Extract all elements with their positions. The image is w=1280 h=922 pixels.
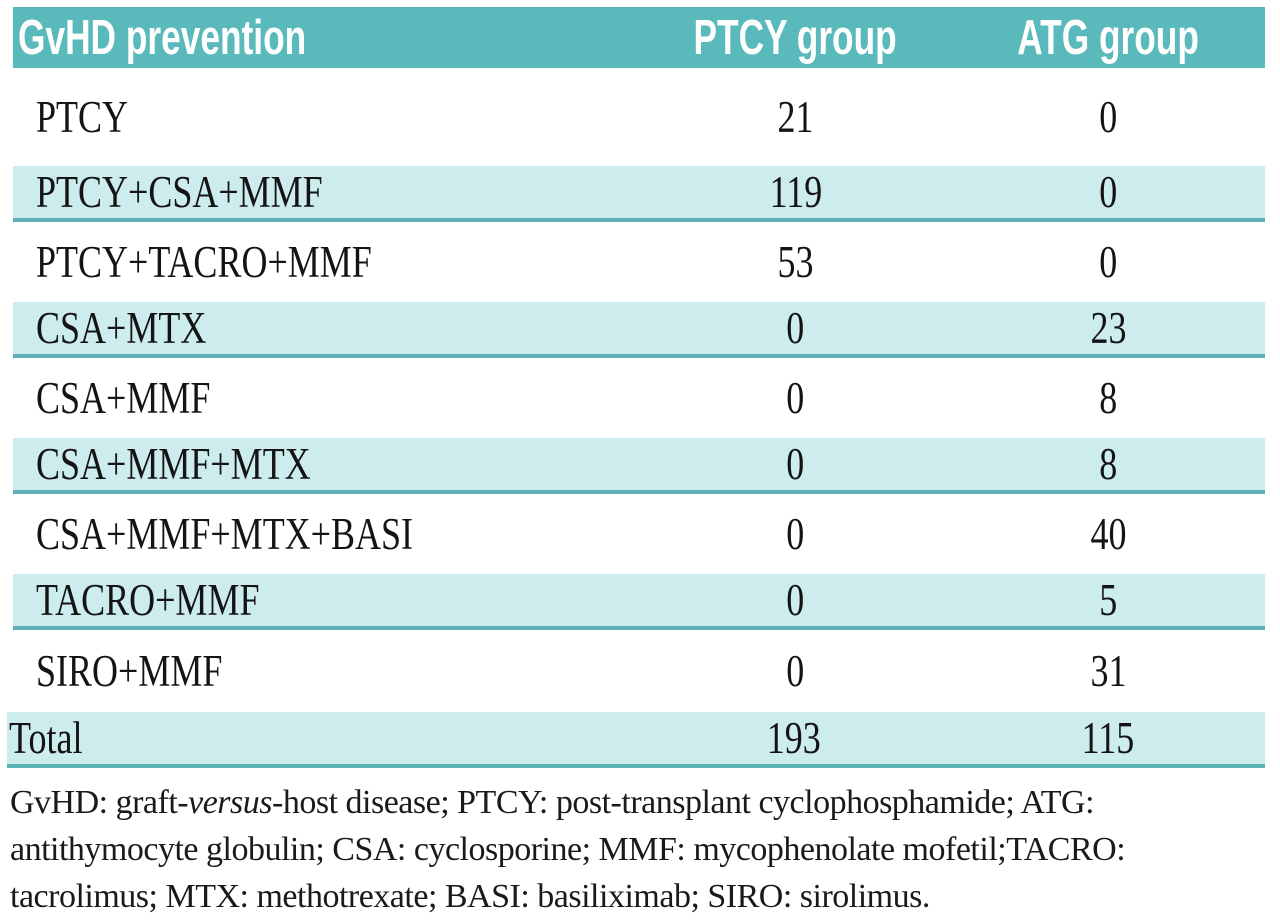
atg-value: 40 <box>1090 509 1127 559</box>
row-label-cell: PTCY+CSA+MMF <box>13 166 639 218</box>
regimen-label: TACRO+MMF <box>36 575 260 625</box>
regimen-label: SIRO+MMF <box>36 646 223 696</box>
regimen-label: PTCY+CSA+MMF <box>36 167 323 217</box>
atg-value-cell: 31 <box>952 645 1265 697</box>
row-label-cell: CSA+MTX <box>13 302 639 354</box>
row-label-cell: CSA+MMF <box>13 372 639 424</box>
total-ptcy-value: 193 <box>766 713 821 763</box>
ptcy-value-cell: 0 <box>639 645 952 697</box>
atg-value-cell: 23 <box>952 302 1265 354</box>
regimen-label: PTCY <box>36 92 129 142</box>
table-row: CSA+MMF+MTX 0 8 <box>13 438 1265 494</box>
total-atg-value: 115 <box>1081 713 1135 763</box>
column-header-gvhd-prevention: GvHD prevention <box>13 10 639 66</box>
ptcy-value-cell: 0 <box>639 508 952 560</box>
table-row: PTCY 21 0 <box>13 68 1265 166</box>
total-row: Total 193 115 <box>7 712 1265 768</box>
ptcy-value-cell: 0 <box>639 574 952 626</box>
ptcy-value-cell: 0 <box>639 438 952 490</box>
atg-value: 0 <box>1099 92 1118 142</box>
row-label-cell: CSA+MMF+MTX+BASI <box>13 508 639 560</box>
total-label-cell: Total <box>7 712 636 764</box>
atg-value-cell: 0 <box>952 91 1265 143</box>
table-row: CSA+MMF 0 8 <box>13 358 1265 438</box>
row-label-cell: SIRO+MMF <box>13 645 639 697</box>
atg-value: 5 <box>1099 575 1118 625</box>
ptcy-value: 119 <box>769 167 822 217</box>
ptcy-value: 0 <box>786 373 805 423</box>
atg-value: 31 <box>1090 646 1127 696</box>
regimen-label: CSA+MMF+MTX+BASI <box>36 509 413 559</box>
gvhd-prevention-table: GvHD prevention PTCY group ATG group PTC… <box>7 7 1265 768</box>
abbreviations-footnote: GvHD: graft-versus-host disease; PTCY: p… <box>10 779 1270 920</box>
regimen-label: CSA+MMF+MTX <box>36 439 311 489</box>
ptcy-value: 0 <box>786 575 805 625</box>
regimen-label: CSA+MTX <box>36 303 207 353</box>
row-label-cell: CSA+MMF+MTX <box>13 438 639 490</box>
table-row: PTCY+TACRO+MMF 53 0 <box>13 222 1265 302</box>
atg-value-cell: 40 <box>952 508 1265 560</box>
footnote-line1-post: -host disease; PTCY: post-transplant cyc… <box>272 784 1095 821</box>
footnote-versus-italic: versus <box>188 784 273 821</box>
ptcy-value: 53 <box>777 237 814 287</box>
ptcy-value-cell: 53 <box>639 236 952 288</box>
atg-value-cell: 8 <box>952 438 1265 490</box>
total-atg-value-cell: 115 <box>951 712 1266 764</box>
atg-value: 23 <box>1090 303 1127 353</box>
regimen-label: CSA+MMF <box>36 373 211 423</box>
ptcy-value: 0 <box>786 646 805 696</box>
atg-value: 0 <box>1099 167 1118 217</box>
footnote-line-2: antithymocyte globulin; CSA: cyclosporin… <box>10 831 1126 868</box>
table-header-row: GvHD prevention PTCY group ATG group <box>13 7 1265 68</box>
footnote-line-3: tacrolimus; MTX: methotrexate; BASI: bas… <box>10 878 930 915</box>
ptcy-value: 21 <box>777 92 814 142</box>
ptcy-value-cell: 21 <box>639 91 952 143</box>
atg-value-cell: 8 <box>952 372 1265 424</box>
table-row: SIRO+MMF 0 31 <box>13 630 1265 712</box>
ptcy-value: 0 <box>786 509 805 559</box>
row-label-cell: PTCY+TACRO+MMF <box>13 236 639 288</box>
row-label-cell: TACRO+MMF <box>13 574 639 626</box>
footnote-line-1: GvHD: graft-versus-host disease; PTCY: p… <box>10 779 1270 826</box>
ptcy-value: 0 <box>786 303 805 353</box>
row-label-cell: PTCY <box>13 91 639 143</box>
column-header-atg-group: ATG group <box>952 10 1265 66</box>
atg-value: 8 <box>1099 439 1118 489</box>
ptcy-value-cell: 0 <box>639 302 952 354</box>
ptcy-value-cell: 0 <box>639 372 952 424</box>
total-ptcy-value-cell: 193 <box>636 712 951 764</box>
total-label: Total <box>9 713 83 763</box>
column-header-ptcy-group: PTCY group <box>639 10 952 66</box>
atg-value-cell: 0 <box>952 166 1265 218</box>
column-header-atg-group-label: ATG group <box>1017 10 1200 65</box>
footnote-line1-pre: GvHD: graft- <box>10 784 189 821</box>
atg-value: 0 <box>1099 237 1118 287</box>
atg-value-cell: 0 <box>952 236 1265 288</box>
table-row: CSA+MTX 0 23 <box>13 302 1265 358</box>
column-header-ptcy-group-label: PTCY group <box>693 10 898 65</box>
ptcy-value: 0 <box>786 439 805 489</box>
table-row: TACRO+MMF 0 5 <box>13 574 1265 630</box>
atg-value-cell: 5 <box>952 574 1265 626</box>
column-header-gvhd-prevention-label: GvHD prevention <box>18 10 307 65</box>
table-row: PTCY+CSA+MMF 119 0 <box>13 166 1265 222</box>
table-row: CSA+MMF+MTX+BASI 0 40 <box>13 494 1265 574</box>
regimen-label: PTCY+TACRO+MMF <box>36 237 372 287</box>
atg-value: 8 <box>1099 373 1118 423</box>
ptcy-value-cell: 119 <box>639 166 952 218</box>
